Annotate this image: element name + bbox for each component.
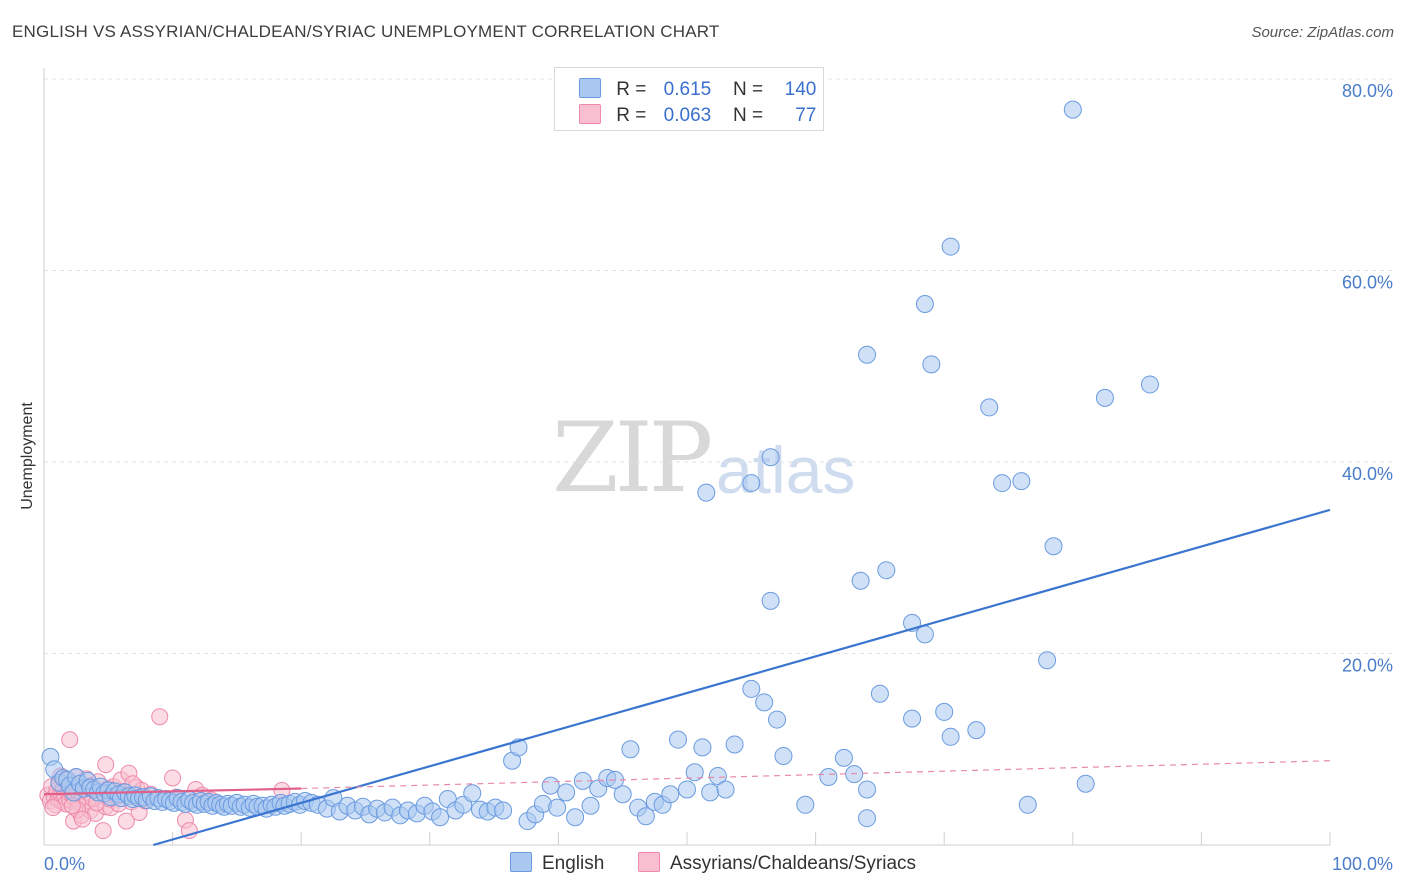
- legend-r-label: R =: [616, 79, 647, 100]
- legend-swatch-english: [579, 78, 601, 98]
- source-label: Source: ZipAtlas.com: [1251, 24, 1394, 41]
- english-point: [701, 783, 720, 802]
- english-point: [581, 796, 600, 815]
- assyrian-point: [44, 799, 62, 817]
- english-point: [967, 721, 986, 740]
- english-point: [678, 780, 696, 799]
- english-point: [566, 808, 585, 827]
- x-tick-label: 0.0%: [44, 854, 85, 874]
- english-point: [922, 355, 941, 374]
- english-point: [915, 625, 934, 644]
- legend-n-label: N =: [732, 105, 764, 126]
- legend-row-assyrian: R = 0.063 N = 77: [579, 104, 816, 126]
- english-point: [796, 795, 815, 814]
- y-tick-label: 20.0%: [1342, 656, 1393, 676]
- assyrian-point: [97, 756, 115, 774]
- english-point: [870, 684, 889, 703]
- english-point: [693, 738, 712, 757]
- english-point: [541, 776, 560, 795]
- english-point: [761, 448, 780, 467]
- english-point: [1012, 472, 1031, 491]
- english-point: [742, 474, 761, 493]
- chart-title: ENGLISH VS ASSYRIAN/CHALDEAN/SYRIAC UNEM…: [12, 22, 720, 41]
- english-point: [548, 798, 567, 817]
- assyrian-trendline: [43, 787, 302, 796]
- english-point: [774, 746, 793, 765]
- english-point: [1044, 537, 1063, 556]
- y-tick-label: 80.0%: [1342, 81, 1393, 101]
- english-point: [1018, 795, 1037, 814]
- bottom-legend-assyrian: Assyrians/Chaldeans/Syriacs: [638, 852, 916, 875]
- y-tick-label: 40.0%: [1342, 464, 1393, 484]
- english-point: [877, 561, 896, 580]
- y-tick-label: 60.0%: [1342, 273, 1393, 293]
- english-point: [935, 702, 954, 721]
- english-point: [668, 730, 687, 749]
- english-point: [993, 474, 1012, 493]
- english-point: [725, 735, 744, 754]
- english-trendline: [153, 508, 1331, 847]
- assyrian-point: [94, 822, 112, 840]
- assyrian-point: [151, 708, 169, 726]
- english-point: [858, 809, 877, 828]
- legend-r-value-assyrian: 0.063: [663, 105, 712, 126]
- english-point: [980, 398, 999, 417]
- english-point: [494, 801, 513, 820]
- english-point: [755, 693, 774, 712]
- english-point: [661, 785, 680, 804]
- legend-swatch-assyrian: [579, 104, 601, 124]
- english-point: [697, 483, 716, 502]
- english-point: [1076, 774, 1095, 793]
- assyrian-trendline-extension: [301, 760, 1331, 790]
- english-point: [621, 740, 640, 759]
- english-point: [613, 785, 632, 804]
- english-point: [941, 727, 960, 746]
- bottom-legend-swatch-english: [510, 852, 532, 872]
- legend-r-value-english: 0.615: [663, 79, 712, 100]
- english-point: [941, 237, 960, 256]
- english-point: [903, 709, 922, 728]
- watermark-zip: ZIP: [552, 402, 713, 514]
- english-point: [1063, 100, 1082, 119]
- english-point: [1140, 375, 1159, 394]
- english-point: [834, 748, 853, 767]
- bottom-legend-english: English: [510, 852, 604, 875]
- english-point: [685, 763, 704, 782]
- english-point: [761, 591, 780, 610]
- assyrian-point: [164, 769, 182, 787]
- english-point: [858, 780, 877, 799]
- legend-n-label: N =: [732, 79, 764, 100]
- english-point: [742, 679, 761, 698]
- bottom-legend-label-english: English: [542, 853, 605, 874]
- assyrian-point: [61, 731, 79, 749]
- bottom-legend-swatch-assyrian: [638, 852, 660, 872]
- english-point: [819, 768, 838, 787]
- english-point: [768, 710, 787, 729]
- english-point: [557, 783, 576, 802]
- assyrian-point: [117, 812, 135, 830]
- bottom-legend-label-assyrian: Assyrians/Chaldeans/Syriacs: [670, 853, 917, 874]
- english-point: [716, 780, 735, 799]
- english-point: [463, 784, 482, 803]
- english-point: [1038, 651, 1057, 670]
- legend-r-label: R =: [616, 105, 647, 126]
- english-point: [636, 807, 655, 826]
- legend-n-value-english: 140: [784, 79, 817, 100]
- assyrian-point: [74, 810, 92, 828]
- x-tick-label: 100.0%: [1332, 854, 1393, 874]
- english-point: [858, 345, 877, 364]
- correlation-legend: R = 0.615 N = 140 R = 0.063 N = 77: [554, 67, 824, 131]
- english-point: [431, 808, 450, 827]
- legend-n-value-assyrian: 77: [795, 105, 817, 126]
- english-point: [851, 571, 870, 590]
- english-point: [1095, 388, 1114, 407]
- legend-row-english: R = 0.615 N = 140: [579, 78, 816, 100]
- english-point: [915, 295, 934, 314]
- watermark-atlas: atlas: [716, 433, 856, 507]
- english-point: [708, 767, 727, 786]
